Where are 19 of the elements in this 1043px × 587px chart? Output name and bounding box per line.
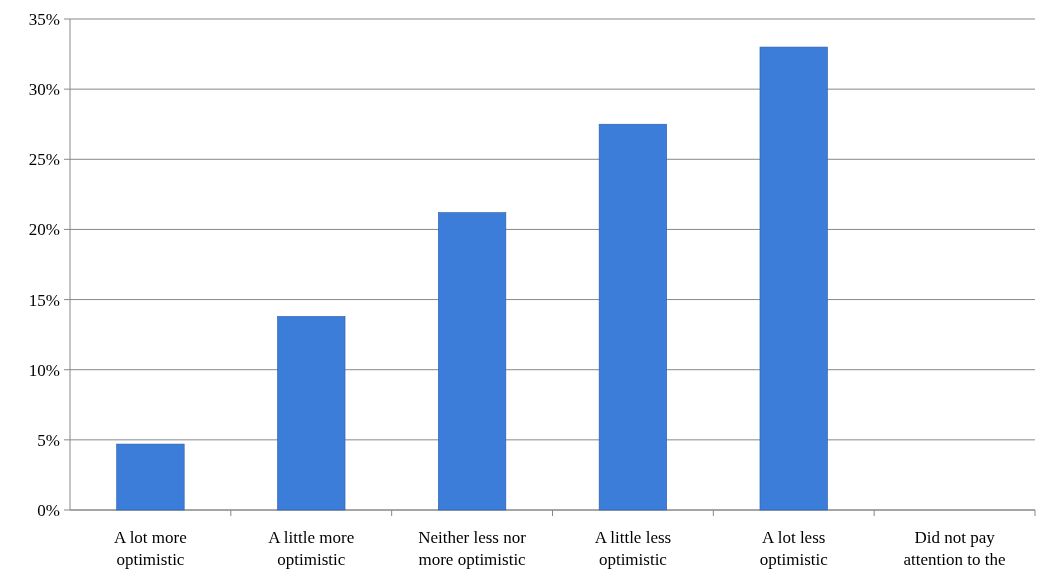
y-tick-label: 5%: [37, 430, 60, 450]
y-tick-label: 20%: [28, 220, 60, 240]
x-tick-label: A lot less optimistic: [759, 528, 829, 569]
y-tick-label: 10%: [28, 360, 60, 380]
y-tick-label: 0%: [37, 500, 60, 520]
y-tick-label: 35%: [28, 9, 60, 29]
x-tick-label: A little more optimistic: [268, 528, 355, 569]
y-tick-label: 25%: [28, 150, 60, 170]
y-tick-label: 30%: [28, 80, 60, 100]
x-tick-label: Did not pay attention to the: [903, 528, 1006, 569]
x-tick-label: A little less optimistic: [594, 528, 672, 569]
bar: [438, 212, 507, 511]
bar: [116, 443, 185, 511]
y-tick-label: 15%: [28, 290, 60, 310]
bar: [759, 46, 828, 511]
x-tick-label: A lot more optimistic: [114, 528, 187, 569]
bar: [277, 316, 346, 511]
bar: [598, 123, 667, 511]
x-tick-label: Neither less nor more optimistic: [418, 528, 527, 569]
